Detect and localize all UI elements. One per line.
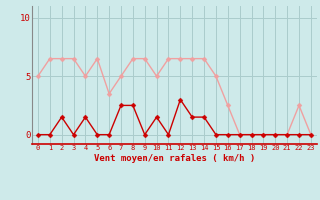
- X-axis label: Vent moyen/en rafales ( km/h ): Vent moyen/en rafales ( km/h ): [94, 154, 255, 163]
